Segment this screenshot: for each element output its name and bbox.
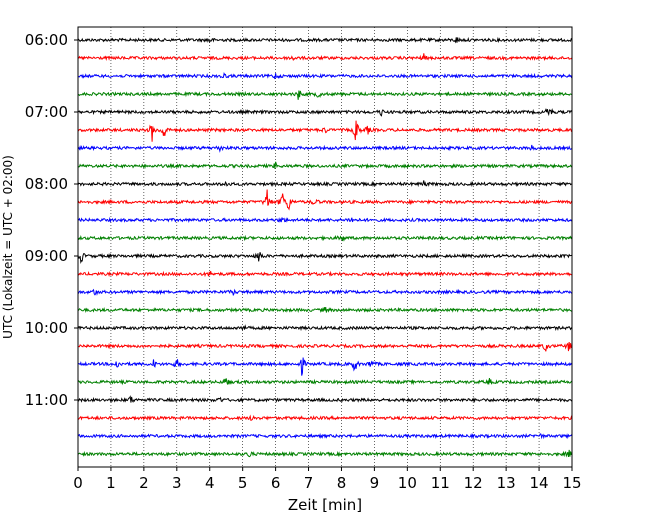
plot-frame xyxy=(77,26,573,468)
trace-row xyxy=(77,288,573,297)
trace-row xyxy=(77,449,573,458)
trace-row xyxy=(77,90,573,100)
x-tick-label: 10 xyxy=(398,474,417,492)
x-tick-label: 0 xyxy=(73,474,83,492)
x-tick-label: 7 xyxy=(304,474,314,492)
x-tick-label: 1 xyxy=(106,474,116,492)
y-axis-label: UTC (Lokalzeit = UTC + 02:00) xyxy=(1,155,15,339)
x-tick-label: 9 xyxy=(370,474,380,492)
x-tick-label: 13 xyxy=(497,474,516,492)
trace-row xyxy=(77,414,573,422)
trace-row xyxy=(77,270,573,278)
x-tick-label: 4 xyxy=(205,474,215,492)
x-axis-ticks: 0 1 2 3 4 5 6 7 8 9 10 11 12 13 14 15 xyxy=(73,467,582,492)
trace-row xyxy=(77,72,573,80)
x-tick-label: 3 xyxy=(172,474,182,492)
x-tick-label: 5 xyxy=(238,474,248,492)
trace-row xyxy=(77,252,573,265)
trace-row xyxy=(77,108,573,117)
trace-row xyxy=(77,144,573,153)
trace-row xyxy=(77,432,573,440)
trace-rows xyxy=(77,36,573,458)
trace-row xyxy=(77,120,573,142)
x-tick-label: 14 xyxy=(530,474,549,492)
trace-row xyxy=(77,306,573,314)
trace-row xyxy=(77,377,573,386)
y-axis-ticks: 06:00 07:00 08:00 09:00 10:00 11:00 xyxy=(25,31,78,409)
x-axis-label: Zeit [min] xyxy=(288,496,362,514)
x-tick-label: 12 xyxy=(464,474,483,492)
y-tick-label: 11:00 xyxy=(25,391,68,409)
x-tick-label: 15 xyxy=(562,474,581,492)
x-tick-label: 11 xyxy=(431,474,450,492)
y-tick-label: 10:00 xyxy=(25,319,68,337)
y-tick-label: 09:00 xyxy=(25,247,68,265)
trace-row xyxy=(77,180,573,188)
y-tick-label: 07:00 xyxy=(25,103,68,121)
vertical-grid xyxy=(110,27,540,467)
x-tick-label: 6 xyxy=(271,474,281,492)
trace-row xyxy=(77,161,573,170)
trace-row xyxy=(77,234,573,242)
y-tick-label: 08:00 xyxy=(25,175,68,193)
x-tick-label: 2 xyxy=(139,474,149,492)
trace-row xyxy=(77,216,573,223)
trace-row xyxy=(77,189,573,211)
trace-row xyxy=(77,357,573,376)
x-tick-label: 8 xyxy=(337,474,347,492)
trace-row xyxy=(77,53,573,62)
y-tick-label: 06:00 xyxy=(25,31,68,49)
trace-row xyxy=(77,395,573,404)
trace-row xyxy=(77,324,573,332)
trace-row xyxy=(77,342,573,352)
trace-row xyxy=(77,36,573,44)
